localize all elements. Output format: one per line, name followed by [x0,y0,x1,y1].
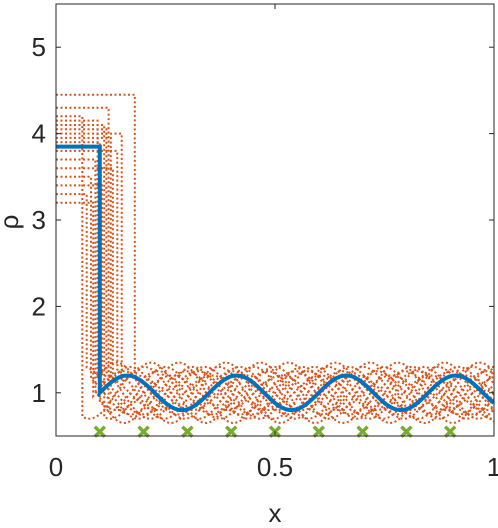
main-series-layer [56,144,494,413]
main-series-line [56,144,494,413]
marker-2 [137,425,150,438]
y-axis-label: ρ [0,215,24,230]
sample-series-line-3 [56,158,494,425]
marker-4 [224,425,238,438]
x-axis-label: x [269,498,282,528]
marker-3 [181,425,194,438]
marker-7 [356,425,369,438]
y-tick-label-3: 3 [32,205,46,235]
sample-series-line-14 [56,184,494,412]
y-tick-label-2: 2 [32,291,46,321]
sample-series-layer [56,93,494,425]
y-tick-label-1: 1 [32,378,46,408]
plot-area [56,93,494,438]
ticks-layer: 0 0.5 1 1 2 3 4 5 [32,4,498,482]
y-tick-label-5: 5 [32,32,46,62]
sample-series-line-2 [56,175,494,416]
x-tick-label-3: 1 [487,452,498,482]
sample-series-line-5 [56,124,494,420]
marker-1 [93,425,107,438]
sample-series-line-15 [56,128,494,420]
marker-8 [400,425,413,438]
x-tick-label-1: 0 [49,452,63,482]
sample-series-line-16 [56,136,494,416]
y-tick-label-4: 4 [32,119,46,149]
sample-series-line-8 [56,115,494,420]
sample-series-line-7 [56,93,494,425]
x-tick-label-2: 0.5 [257,452,293,482]
sample-series-line-10 [56,167,494,420]
marker-6 [312,425,326,438]
marker-9 [443,425,457,438]
